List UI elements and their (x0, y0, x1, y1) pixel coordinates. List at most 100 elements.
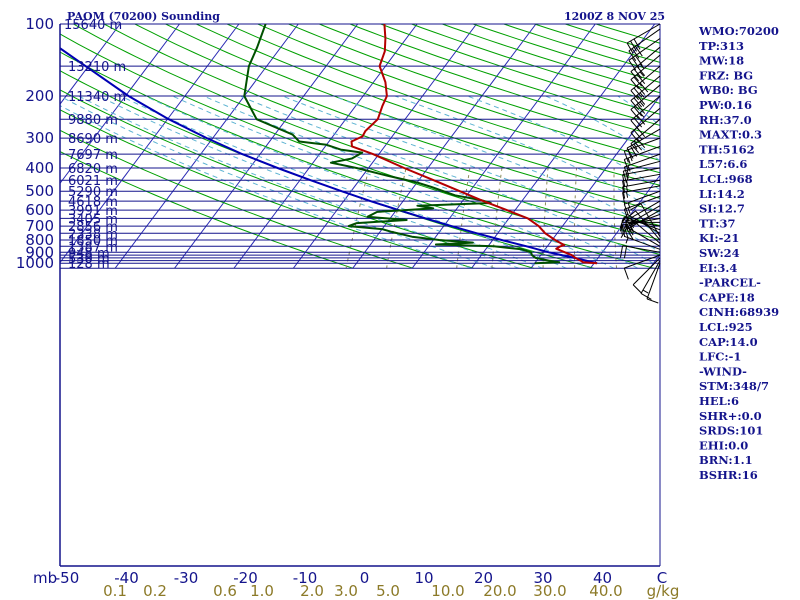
wind-barb-flag (622, 171, 627, 183)
pressure-tick-label: 200 (25, 87, 54, 105)
dry-adiabat-line (60, 33, 660, 256)
wind-barb-flag (622, 224, 626, 237)
dry-adiabat-line (60, 89, 535, 269)
sounding-profiles (60, 24, 598, 265)
isotherm-line (471, 24, 656, 269)
wind-barb (630, 65, 661, 101)
wind-barb-staff (626, 200, 661, 221)
wind-barb-staff (628, 38, 661, 61)
parcel-trace (60, 47, 598, 265)
wind-barb-staff (630, 46, 661, 72)
moist-adiabat-line (60, 95, 496, 269)
mixing-ratio-label: g/kg (647, 582, 680, 600)
index-item: CAPE:18 (699, 290, 755, 304)
temperature-tick-label: -50 (55, 569, 80, 587)
moist-adiabat-line (282, 95, 660, 253)
dry-adiabat-line (349, 24, 660, 126)
height-label: 128 m (68, 257, 110, 272)
wind-barb-flag (626, 210, 636, 220)
wind-barb-staff (624, 235, 661, 250)
index-item: WMO:70200 (698, 24, 779, 38)
wind-barb-half-flag (627, 165, 631, 172)
dry-adiabat-line (319, 24, 660, 138)
wind-barb-flag (640, 293, 652, 300)
mixing-ratio-label: 0.6 (213, 582, 237, 600)
wind-barb-flag (630, 120, 639, 130)
wind-barb-flag (631, 57, 640, 69)
wind-barb-flag (639, 82, 649, 93)
wind-barb (624, 235, 661, 250)
wind-barb-flag (623, 150, 629, 163)
wind-barb-staff (622, 167, 661, 176)
wind-barb-flag (630, 109, 639, 120)
height-label: 6820 m (68, 162, 118, 177)
wind-barb-half-flag (626, 169, 630, 177)
wind-barb-half-flag (625, 237, 629, 244)
dewpoint-trace (243, 24, 561, 265)
chart-title: PAOM (70200) Sounding (67, 10, 220, 23)
dry-adiabat-line (472, 24, 660, 83)
x-axis-unit-label: mb (33, 569, 57, 587)
temperature-tick-label: -20 (233, 569, 258, 587)
index-item: TH:5162 (699, 142, 755, 156)
wind-barb-flag (630, 40, 637, 52)
moist-adiabat-line (78, 95, 520, 269)
dry-adiabat-line (165, 24, 660, 199)
temperature-trace (350, 24, 598, 265)
wind-barb-staff (624, 153, 661, 168)
chart-datetime: 1200Z 8 NOV 25 (564, 10, 665, 23)
mixing-ratio-label: 20.0 (483, 582, 516, 600)
temperature-tick-label: -40 (114, 569, 139, 587)
wind-barb-flag (636, 104, 646, 114)
index-item: LI:14.2 (699, 187, 745, 201)
wind-barb-flag (626, 147, 634, 159)
wind-barb-flag (626, 219, 634, 231)
moist-adiabat-line (203, 95, 639, 269)
height-label: 6021 m (68, 174, 118, 189)
pressure-tick-label: 100 (25, 15, 54, 33)
height-label: 13210 m (68, 60, 126, 75)
wind-barb-staff (622, 185, 661, 193)
wind-barb-flag (630, 79, 639, 90)
wind-barb-flag (630, 90, 639, 101)
index-item: SW:24 (699, 246, 740, 260)
dry-adiabat-line (103, 24, 660, 227)
temperature-tick-label: 0 (360, 569, 370, 587)
dry-adiabat-line (503, 24, 660, 73)
wind-barb-flag (623, 227, 629, 239)
pressure-tick-label: 900 (25, 243, 54, 261)
wind-barb-half-flag (630, 217, 634, 224)
wind-barb-staff (630, 95, 661, 121)
wind-barb-flag (636, 94, 646, 105)
height-label: 2338 m (68, 227, 118, 242)
wind-barb-flag (628, 60, 637, 71)
wind-barb-half-flag (627, 157, 631, 164)
index-item: KI:-21 (699, 231, 739, 245)
wind-barb-flag (630, 100, 639, 110)
isotherm-line (60, 24, 121, 105)
wind-barb-flag (623, 166, 629, 179)
index-item: L57:6.6 (699, 157, 747, 171)
isotherm-line (233, 24, 418, 269)
height-label: 1387 m (68, 240, 118, 255)
mixing-ratio-label: 1.0 (250, 582, 274, 600)
wind-barb (623, 145, 661, 171)
mixing-ratio-label: 0.2 (143, 582, 167, 600)
wind-barb-staff (622, 179, 661, 188)
index-item: LCL:925 (699, 320, 753, 334)
wind-barb-half-flag (626, 180, 629, 187)
wind-barb-staff (626, 23, 661, 44)
index-item: TT:37 (699, 216, 736, 230)
wind-barb-flag (630, 145, 637, 157)
wind-barb-staff (630, 84, 661, 110)
wind-barb-staff (630, 107, 661, 134)
wind-barbs (619, 23, 661, 304)
moist-adiabat-line (394, 95, 660, 215)
wind-barb-half-flag (626, 191, 629, 198)
wind-barb-flag (636, 66, 646, 76)
wind-barb-half-flag (626, 186, 629, 193)
isotherm-line (292, 24, 477, 269)
mixing-ratio-label: 5.0 (376, 582, 400, 600)
temperature-tick-label: -30 (174, 569, 199, 587)
